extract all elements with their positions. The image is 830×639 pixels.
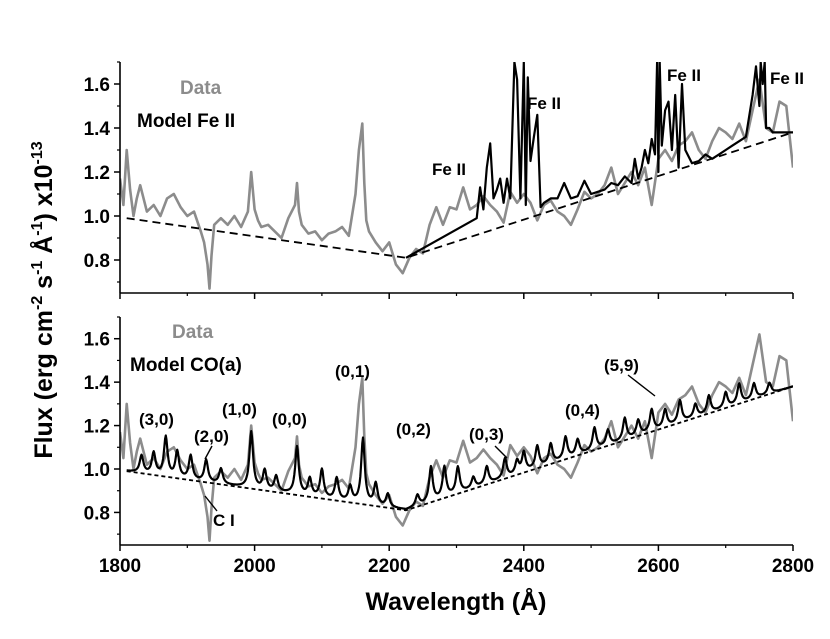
- top-legend-data: Data: [180, 78, 222, 99]
- y-title-angstrom: Å: [29, 236, 58, 261]
- top-annotation-fe-ii-3: Fe II: [667, 66, 701, 85]
- top-y-tick-label: 0.8: [84, 251, 110, 272]
- x-tick-label: 2400: [503, 556, 545, 577]
- band-label-1-0: (1,0): [222, 400, 257, 419]
- x-tick-label: 2600: [637, 556, 679, 577]
- y-title-exp2: -1: [29, 261, 46, 275]
- x-tick-label: 2800: [772, 556, 814, 577]
- bottom-legend-model: Model CO(a): [130, 355, 242, 376]
- band-label-0-3: (0,3): [469, 425, 504, 444]
- top-y-tick-label: 1.2: [84, 163, 110, 184]
- bottom-legend-data: Data: [172, 322, 214, 343]
- band-label-0-4: (0,4): [565, 401, 600, 420]
- line-label-c-i: C I: [213, 511, 235, 530]
- top-y-tick-label: 1.0: [84, 207, 110, 228]
- x-axis-title: Wavelength (Å): [365, 587, 546, 616]
- top-panel: 0.8 1.0 1.2 1.4 1.6 Data Model Fe II Fe II F…: [84, 61, 804, 299]
- y-title-exp3: -1: [29, 221, 46, 235]
- band-label-2-0: (2,0): [194, 427, 229, 446]
- bottom-y-tick-label: 1.6: [84, 330, 110, 351]
- band-label-3-0: (3,0): [139, 410, 174, 429]
- top-series-model-fe-ii: [405, 62, 793, 259]
- y-axis-title: Flux (erg cm-2 s-1 Å-1) x10-13: [29, 141, 58, 458]
- bottom-y-tick-label: 0.8: [84, 503, 110, 524]
- top-annotation-fe-ii-2: Fe II: [527, 94, 561, 113]
- band-label-5-9: (5,9): [604, 356, 639, 375]
- top-annotation-fe-ii-1: Fe II: [432, 160, 466, 179]
- x-tick-label: 2000: [233, 556, 275, 577]
- top-y-tick-label: 1.4: [84, 119, 111, 140]
- x-tick-label: 1800: [99, 556, 141, 577]
- bottom-y-tick-label: 1.2: [84, 417, 110, 438]
- bottom-y-tick-label: 1.0: [84, 460, 110, 481]
- x-tick-label: 2200: [368, 556, 410, 577]
- band-label-0-1: (0,1): [335, 362, 370, 381]
- arrow-0-3: [494, 445, 508, 459]
- arrow-c-i: [204, 495, 218, 512]
- arrow-2-0: [204, 445, 213, 460]
- band-label-0-0: (0,0): [272, 410, 307, 429]
- bottom-series-continuum: [126, 385, 793, 512]
- top-legend-model: Model Fe II: [137, 111, 235, 132]
- y-title-s: s: [30, 275, 58, 296]
- top-series-continuum: [126, 131, 793, 259]
- y-title-tail: ) x10: [30, 164, 58, 221]
- bottom-y-tick-label: 1.4: [84, 373, 111, 394]
- arrow-5-9: [627, 374, 656, 397]
- y-title-flux: Flux (erg cm: [30, 310, 58, 459]
- band-label-0-2: (0,2): [396, 420, 431, 439]
- y-title-exp1: -2: [29, 296, 46, 310]
- y-title-exp4: -13: [29, 141, 46, 164]
- top-y-tick-label: 1.6: [84, 75, 110, 96]
- top-annotation-fe-ii-4: Fe II: [770, 69, 804, 88]
- bottom-series-model-co-a-: [126, 381, 793, 510]
